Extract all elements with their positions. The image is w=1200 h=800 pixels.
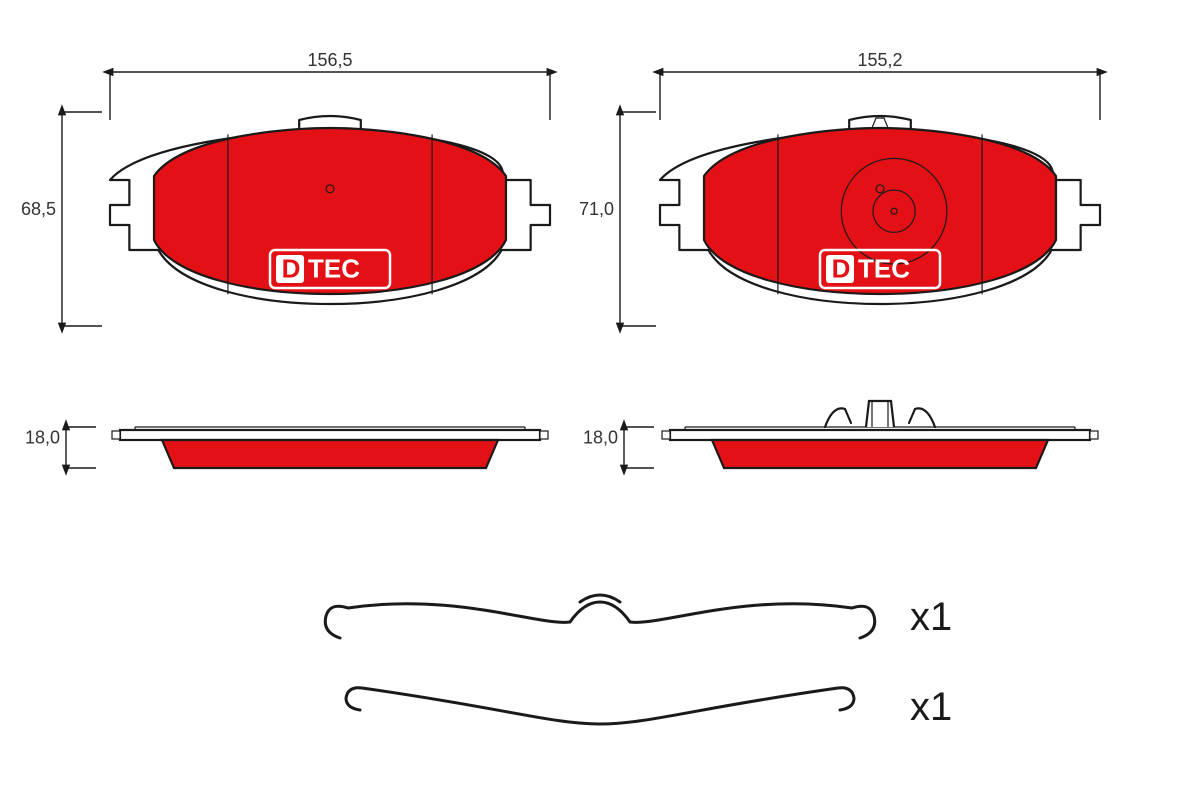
dtec-logo-rest: TEC — [308, 253, 360, 283]
brake-pad-side — [662, 401, 1098, 468]
dimension-label: 18,0 — [25, 428, 60, 448]
clip-qty-2: x1 — [910, 685, 952, 729]
technical-drawing: DTEC156,568,5DTEC155,271,018,018,0x1x1 — [0, 0, 1200, 800]
dimension-horizontal: 155,2 — [660, 50, 1100, 120]
spring-clip-large — [325, 595, 874, 638]
dtec-logo-d: D — [282, 253, 301, 283]
dtec-logo-d: D — [832, 253, 851, 283]
clip-qty-1: x1 — [910, 595, 952, 639]
dimension-horizontal: 156,5 — [110, 50, 550, 120]
dimension-vertical: 68,5 — [21, 112, 102, 326]
dimension-vertical: 18,0 — [583, 427, 654, 468]
brake-pad-side — [112, 427, 548, 468]
dimension-vertical: 18,0 — [25, 427, 96, 468]
dtec-logo-rest: TEC — [858, 253, 910, 283]
dimension-label: 155,2 — [857, 50, 902, 70]
dimension-label: 156,5 — [307, 50, 352, 70]
dimension-label: 71,0 — [579, 199, 614, 219]
spring-clip-small — [346, 688, 854, 724]
dimension-vertical: 71,0 — [579, 112, 656, 326]
dimension-label: 68,5 — [21, 199, 56, 219]
dimension-label: 18,0 — [583, 428, 618, 448]
